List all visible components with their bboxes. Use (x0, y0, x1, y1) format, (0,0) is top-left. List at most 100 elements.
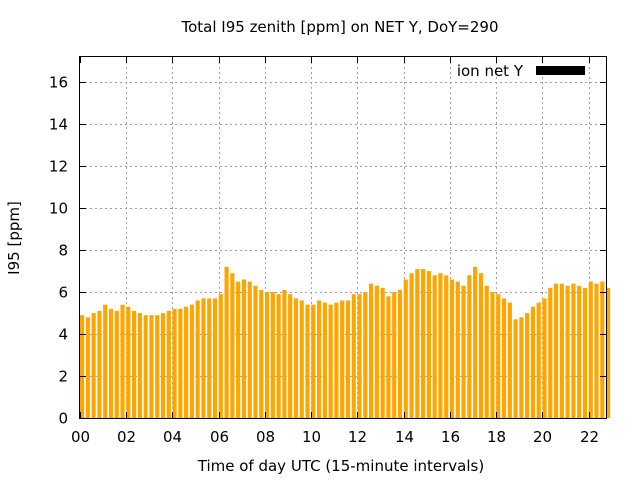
bar (553, 283, 559, 418)
bar (132, 310, 137, 418)
bar (542, 298, 547, 418)
bar (571, 283, 576, 418)
legend: ion net Y (457, 62, 585, 80)
x-tick-label: 08 (256, 428, 275, 446)
x-tick-label: 20 (533, 428, 552, 446)
bar (299, 300, 304, 418)
bar (322, 302, 327, 418)
bar (270, 292, 275, 418)
bar (403, 279, 408, 418)
bar (201, 298, 206, 418)
bar (108, 308, 114, 418)
x-tick-label: 10 (302, 428, 321, 446)
bar (490, 292, 495, 418)
bar (224, 266, 229, 418)
bar (559, 283, 564, 418)
chart-title: Total I95 zenith [ppm] on NET Y, DoY=290 (180, 18, 498, 36)
x-tick-label: 04 (163, 428, 182, 446)
bar (143, 315, 148, 418)
bar (438, 273, 443, 418)
bar (230, 273, 235, 418)
x-tick-label: 22 (580, 428, 599, 446)
bar (461, 285, 466, 418)
bar (247, 281, 252, 418)
x-tick-label: 06 (210, 428, 229, 446)
bar (374, 285, 379, 418)
x-axis-label: Time of day UTC (15-minute intervals) (197, 457, 484, 475)
bar (478, 273, 483, 418)
x-tick-label: 00 (71, 428, 90, 446)
bar (334, 302, 339, 418)
bar (473, 266, 478, 418)
y-tick-label: 8 (58, 242, 68, 260)
bar (588, 281, 593, 418)
bar (276, 294, 281, 418)
bar (212, 298, 218, 418)
bar (149, 315, 154, 418)
bar (496, 294, 501, 418)
y-tick-label: 6 (58, 284, 68, 302)
bar (386, 296, 391, 418)
bar (178, 308, 183, 418)
bar (253, 285, 258, 418)
bar (293, 298, 299, 418)
bar (415, 268, 420, 418)
bar (114, 310, 119, 418)
bar (594, 283, 599, 418)
bar (426, 271, 431, 418)
bar (380, 287, 385, 418)
bar (449, 279, 455, 418)
bar (259, 289, 264, 418)
axis-ticks (80, 57, 606, 419)
bar (172, 308, 177, 418)
x-tick-label: 12 (348, 428, 367, 446)
bar (455, 281, 460, 418)
bar (340, 300, 345, 418)
x-tick-label: 14 (395, 428, 414, 446)
bar (467, 275, 472, 418)
bar (305, 304, 310, 418)
plot-frame (79, 56, 607, 419)
bar (288, 294, 293, 418)
legend-swatch (536, 66, 585, 75)
bar (351, 294, 356, 418)
bar (357, 294, 362, 418)
bar (507, 302, 512, 418)
bar (392, 292, 397, 418)
bar (432, 275, 437, 418)
bar (565, 285, 570, 418)
bar (501, 298, 507, 418)
bar (536, 302, 541, 418)
y-tick-label: 14 (49, 116, 68, 134)
bar (97, 310, 102, 418)
bar (363, 292, 368, 418)
bar (577, 285, 582, 418)
legend-label: ion net Y (457, 62, 524, 80)
bar (137, 313, 142, 418)
bar (525, 313, 530, 418)
y-tick-label: 4 (58, 326, 68, 344)
bar (218, 294, 223, 418)
bar (606, 287, 611, 418)
bar (328, 304, 333, 418)
bar (103, 304, 108, 418)
y-tick-label: 0 (58, 410, 68, 428)
bar (311, 304, 316, 418)
bar (207, 298, 212, 418)
bar (195, 300, 200, 418)
bar (345, 300, 351, 418)
bar (155, 315, 160, 418)
bar (530, 306, 536, 418)
bar (282, 289, 287, 418)
bar (513, 319, 518, 418)
bar (241, 279, 247, 418)
bar (444, 275, 449, 418)
bar (184, 306, 189, 418)
bar (126, 306, 131, 418)
bar (189, 304, 194, 418)
bar (166, 310, 171, 418)
x-tick-label: 16 (441, 428, 460, 446)
y-tick-label: 2 (58, 368, 68, 386)
